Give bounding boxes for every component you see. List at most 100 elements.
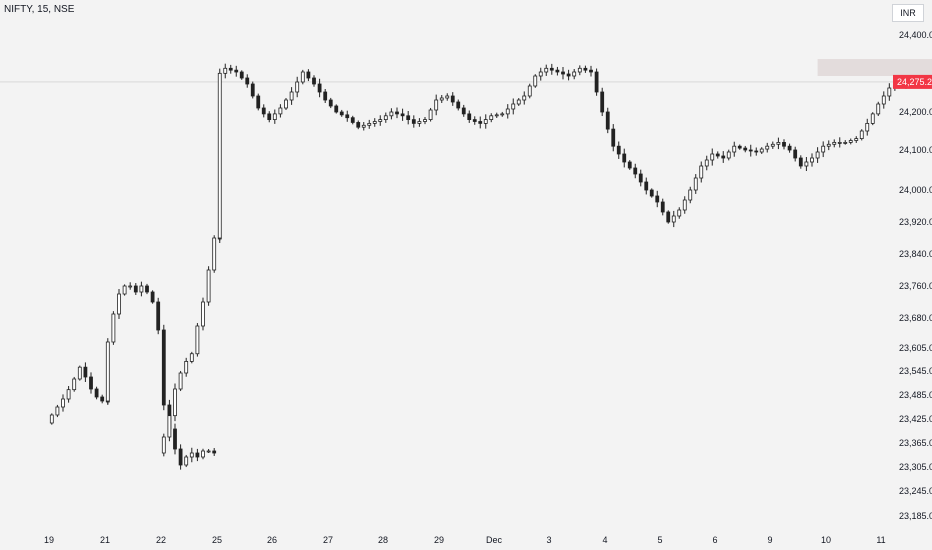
candle-body [406,115,411,121]
candle-body [328,99,333,107]
x-tick-label: 25 [212,535,222,545]
candle-body [367,123,372,126]
candle-body [572,71,577,77]
y-tick-label: 23,680.00 [899,313,932,323]
candle-body [865,123,870,132]
candle-body [66,389,71,400]
candle-body [295,81,300,93]
candle-body [737,145,742,149]
symbol-header: NIFTY, 15, NSE [4,4,75,15]
candle-body [688,189,693,201]
candle-body [478,121,483,124]
candle-body [72,378,77,391]
candle-body [821,145,826,153]
candle-body [417,121,422,124]
candle-body [467,113,472,121]
candle-body [561,71,565,75]
candle-body [105,341,110,402]
candle-body [184,361,189,374]
candle-body [644,181,649,191]
candle-body [61,398,65,408]
candle-body [876,103,881,115]
candle-body [250,83,255,97]
candle-body [89,376,93,390]
x-tick-label: 10 [821,535,831,545]
currency-button[interactable]: INR [892,4,924,22]
candle-body [616,145,621,155]
candle-body [611,128,616,147]
y-tick-label: 23,245.00 [899,486,932,496]
candle-body [167,415,172,438]
candle-body [378,119,383,122]
candle-body [660,201,665,213]
candle-body [178,372,183,390]
candle-body [139,285,144,293]
candle-body [239,71,244,79]
candle-body [339,111,344,116]
candle-body [278,107,283,115]
candle-body [649,189,654,197]
candle-body [627,161,632,169]
candle-body [787,145,792,151]
x-tick-label: 3 [546,535,551,545]
candle-body [272,113,277,121]
candle-body [600,91,605,113]
candle-body [122,285,127,295]
candle-body [594,71,599,93]
candle-body [494,114,499,117]
candle-body [256,95,261,109]
x-tick-label: 28 [378,535,388,545]
candle-body [666,211,671,223]
candle-body [423,119,427,122]
x-tick-label: 11 [876,535,885,545]
candle-body [859,130,864,139]
candle-body [710,153,715,161]
candle-body [450,95,455,103]
candle-body [434,99,439,111]
x-tick-label: 29 [434,535,444,545]
candle-body [267,113,272,121]
y-tick-label: 23,425.00 [899,414,932,424]
candle-body [83,366,88,378]
x-tick-label: 27 [323,535,333,545]
candle-body [804,161,809,167]
candle-body [356,122,361,128]
candle-body [527,85,532,97]
candle-body [383,115,388,121]
candle-body [206,450,211,453]
candle-body [544,67,549,73]
candle-body [428,109,433,120]
x-tick-label: 6 [712,535,717,545]
y-tick-label: 24,200.00 [899,107,932,117]
candle-body [489,115,494,121]
candle-body [622,153,627,163]
candle-body [439,97,444,101]
candle-body [117,293,121,315]
last-price-box [893,74,932,89]
candle-body [128,285,133,288]
candle-body [228,67,233,71]
candle-body [317,83,322,93]
y-tick-label: 23,305.00 [899,462,932,472]
x-tick-label: 9 [767,535,772,545]
candle-body [55,406,60,416]
candle-body [389,111,394,117]
candle-body [770,143,775,147]
candle-body [173,428,177,450]
candle-body [49,414,54,424]
candle-body [837,141,842,144]
candle-body [887,87,892,97]
candle-body [372,121,377,124]
candle-body [483,119,488,124]
candle-body [161,329,166,406]
candle-body [400,113,405,117]
candle-body [77,366,82,380]
candle-body [832,141,837,145]
candle-body [583,67,588,71]
candle-body [223,67,228,74]
candle-body [566,73,571,77]
y-tick-label: 23,920.00 [899,217,932,227]
candle-body [793,149,798,159]
candle-body [133,285,138,293]
